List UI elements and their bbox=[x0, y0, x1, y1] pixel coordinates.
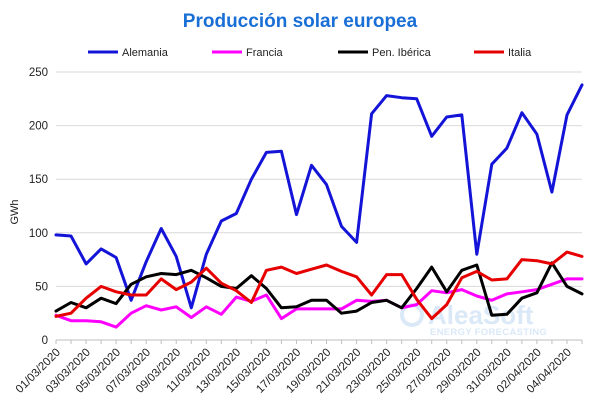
y-tick-label: 100 bbox=[29, 228, 48, 240]
y-tick-label: 0 bbox=[42, 335, 48, 347]
y-tick-label: 150 bbox=[29, 174, 48, 186]
plot-area bbox=[54, 83, 584, 329]
y-tick-label: 50 bbox=[35, 281, 48, 293]
legend-label: Pen. Ibérica bbox=[372, 47, 432, 59]
watermark-subtitle: ENERGY FORECASTING bbox=[430, 327, 547, 338]
legend-label: Alemania bbox=[122, 47, 169, 59]
y-tick-label: 250 bbox=[29, 67, 48, 79]
x-axis: 01/03/202003/03/202005/03/202007/03/2020… bbox=[14, 339, 583, 396]
chart-title: Producción solar europea bbox=[183, 11, 418, 32]
series-line-francia bbox=[54, 277, 584, 329]
y-axis-label: GWh bbox=[9, 199, 21, 224]
y-tick-label: 200 bbox=[29, 121, 48, 133]
legend-label: Francia bbox=[246, 47, 284, 59]
legend-label: Italia bbox=[508, 47, 532, 59]
legend: Alemania Francia Pen. Ibérica Italia bbox=[88, 47, 532, 59]
series-line-italia bbox=[54, 250, 584, 321]
watermark-logo: AleaSoft ENERGY FORECASTING bbox=[400, 300, 547, 338]
y-axis: 0 50 100 150 200 250 bbox=[29, 67, 48, 347]
series-line-pen-ib-rica bbox=[54, 261, 584, 317]
series-line-alemania bbox=[54, 83, 584, 310]
